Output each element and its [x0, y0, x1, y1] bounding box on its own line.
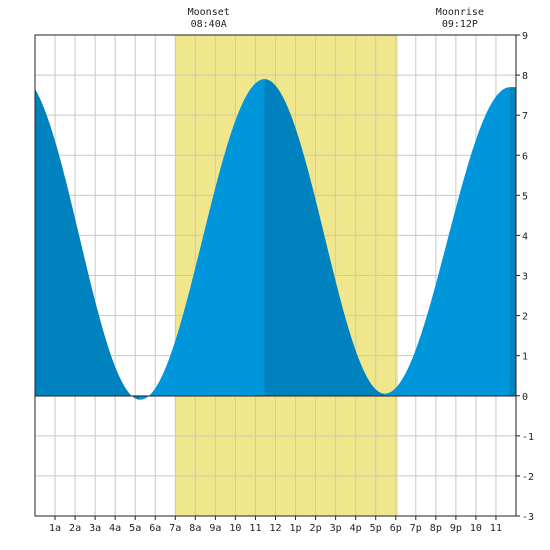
y-tick-label: 4: [522, 231, 528, 242]
y-tick-label: 9: [522, 31, 528, 42]
x-tick-label: 4a: [109, 523, 121, 534]
moon-event-time: 08:40A: [191, 19, 227, 30]
x-tick-label: 1a: [49, 523, 61, 534]
y-tick-label: -2: [522, 472, 534, 483]
y-tick-label: -3: [522, 512, 534, 523]
y-tick-label: 7: [522, 111, 528, 122]
x-tick-label: 2a: [69, 523, 81, 534]
x-tick-label: 3a: [89, 523, 101, 534]
x-tick-label: 10: [470, 523, 482, 534]
x-tick-label: 5p: [370, 523, 382, 534]
moon-event-name: Moonrise: [436, 7, 484, 18]
x-tick-label: 7p: [410, 523, 422, 534]
x-tick-label: 6p: [390, 523, 402, 534]
tide-falling-area: [264, 79, 385, 396]
x-tick-label: 9p: [450, 523, 462, 534]
y-tick-label: 2: [522, 312, 528, 323]
y-tick-label: -1: [522, 432, 534, 443]
moon-event-name: Moonset: [188, 7, 230, 18]
x-tick-label: 5a: [129, 523, 141, 534]
y-tick-label: 3: [522, 272, 528, 283]
y-tick-label: 8: [522, 71, 528, 82]
x-tick-label: 3p: [330, 523, 342, 534]
x-tick-label: 10: [229, 523, 241, 534]
x-tick-label: 12: [269, 523, 281, 534]
tide-falling-area: [509, 87, 516, 396]
x-tick-label: 7a: [169, 523, 181, 534]
x-tick-label: 1p: [290, 523, 302, 534]
moon-event-time: 09:12P: [442, 19, 478, 30]
tide-area-layer: [35, 79, 516, 400]
x-tick-label: 4p: [350, 523, 362, 534]
x-tick-label: 9a: [209, 523, 221, 534]
x-tick-label: 2p: [310, 523, 322, 534]
x-axis-ticks: 1a 2a 3a 4a 5a 6a 7a 8a 9a 10 11 12 1p 2p 3p 4p 5p 6p 7p 8p…: [49, 516, 502, 534]
y-tick-label: 1: [522, 352, 528, 363]
x-tick-label: 11: [249, 523, 261, 534]
x-tick-label: 6a: [149, 523, 161, 534]
y-axis-ticks: -3 -2 -1 0 1 2 3 4 5 6 7 8 9: [516, 31, 534, 523]
x-tick-label: 8a: [189, 523, 201, 534]
x-tick-label: 8p: [430, 523, 442, 534]
y-tick-label: 5: [522, 191, 528, 202]
tide-rising-area: [384, 87, 510, 396]
tide-rising-area: [140, 79, 265, 400]
tide-falling-area: [35, 88, 141, 400]
y-tick-label: 0: [522, 392, 528, 403]
y-tick-label: 6: [522, 151, 528, 162]
x-tick-label: 11: [490, 523, 502, 534]
